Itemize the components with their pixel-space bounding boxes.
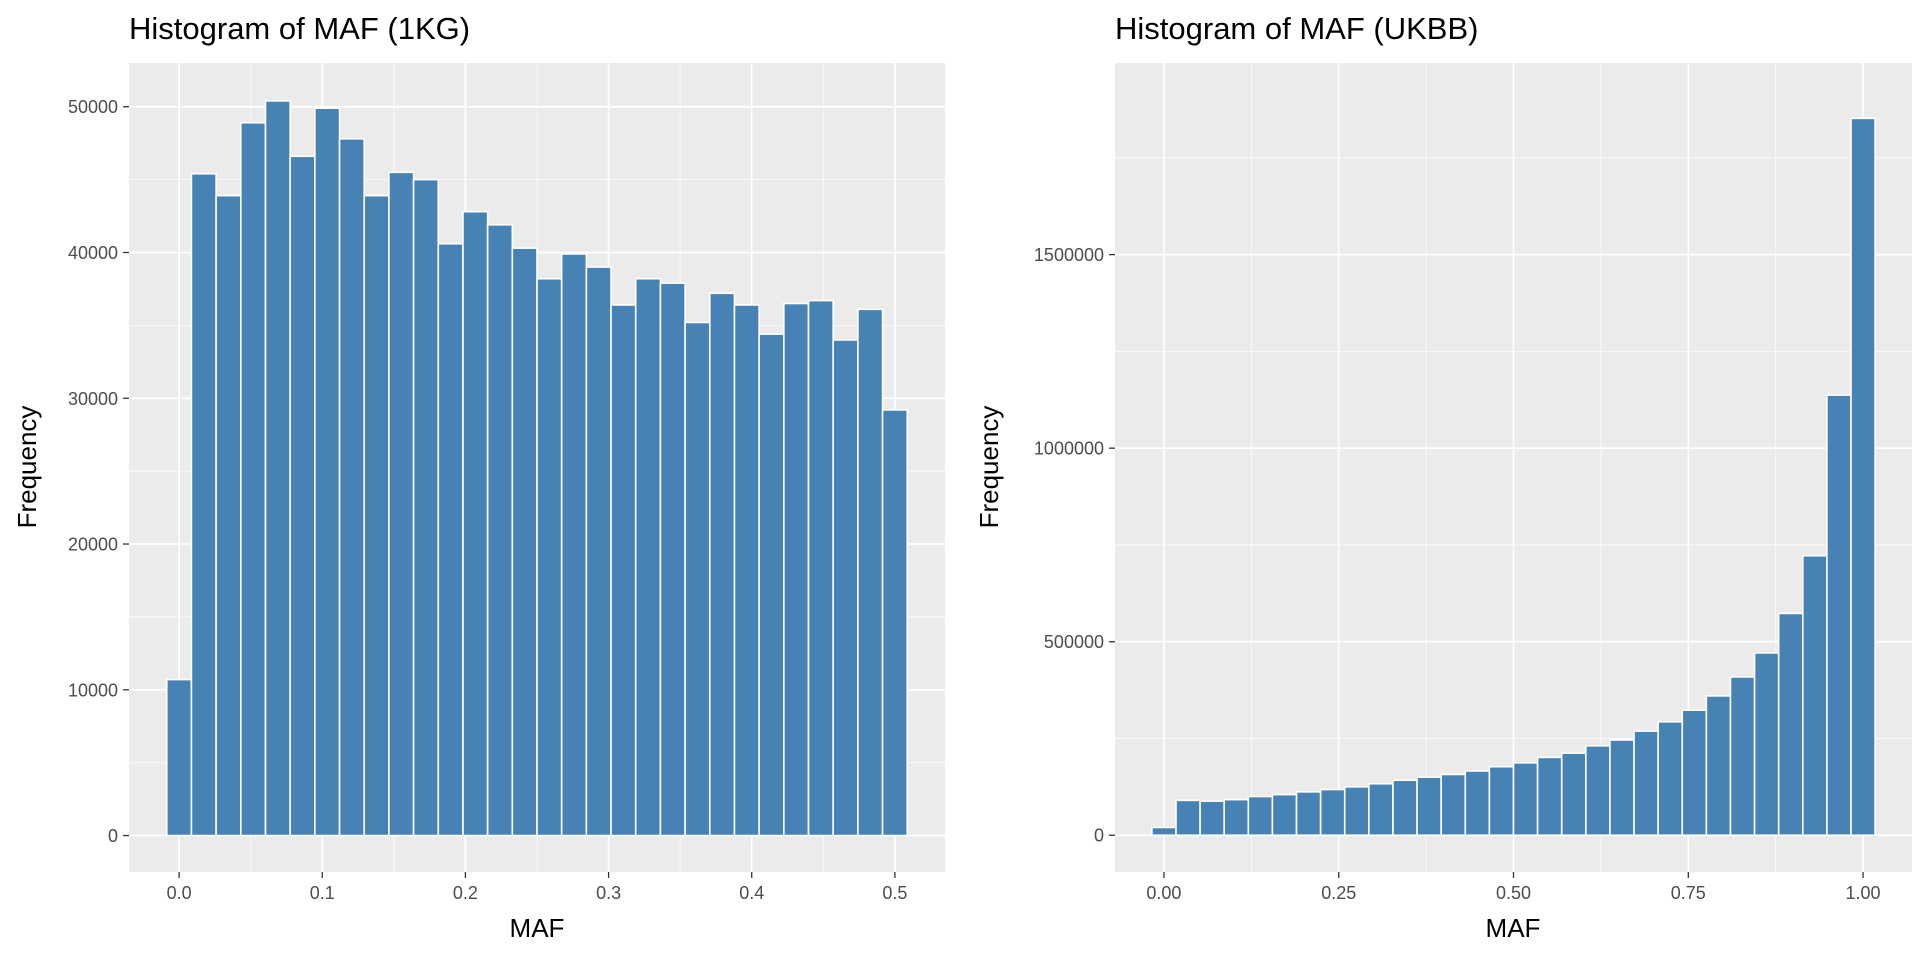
chart-1kg-x-tick-label-3: 0.3 <box>596 883 621 903</box>
chart-1kg-x-tick-label-1: 0.1 <box>310 883 335 903</box>
chart-ukbb-y-tick-label-1: 500000 <box>1044 632 1104 652</box>
chart-1kg-bar-10 <box>412 178 440 837</box>
chart-ukbb-bar-19 <box>1609 739 1635 837</box>
chart-ukbb-bar-18 <box>1585 745 1611 837</box>
chart-1kg-bar-12 <box>462 210 489 837</box>
chart-ukbb-title: Histogram of MAF (UKBB) <box>1115 11 1478 46</box>
chart-1kg-x-tick-label-4: 0.4 <box>739 883 764 903</box>
chart-1kg-bar-15 <box>536 277 563 837</box>
chart-1kg-x-tick-label-5: 0.5 <box>882 883 907 903</box>
chart-1kg-bar-5 <box>289 155 316 837</box>
chart-ukbb: Histogram of MAF (UKBB) 0.00 0.25 0.50 0.75… <box>974 11 1912 943</box>
chart-ukbb-x-axis-title: MAF <box>1486 913 1541 943</box>
chart-1kg-bar-0 <box>165 678 193 837</box>
chart-1kg-bar-6 <box>314 107 341 837</box>
chart-ukbb-x-tick-label-3: 0.75 <box>1671 883 1706 903</box>
chart-ukbb-bar-3 <box>1223 798 1250 837</box>
chart-ukbb-bars <box>1151 117 1876 837</box>
chart-1kg-bar-18 <box>610 304 637 837</box>
chart-1kg-bar-22 <box>708 292 736 837</box>
chart-ukbb-bar-29 <box>1850 117 1876 837</box>
chart-ukbb-y-axis: 0 500000 1000000 1500000 <box>1034 245 1115 846</box>
chart-1kg-bar-7 <box>338 137 366 837</box>
chart-1kg-bar-9 <box>388 171 415 837</box>
chart-ukbb-x-tick-label-0: 0.00 <box>1146 883 1181 903</box>
chart-ukbb-bar-14 <box>1488 765 1515 837</box>
chart-ukbb-bar-21 <box>1657 721 1684 837</box>
chart-1kg-x-tick-label-2: 0.2 <box>453 883 478 903</box>
chart-1kg-bar-29 <box>881 409 909 837</box>
chart-ukbb-bar-4 <box>1247 795 1274 837</box>
chart-1kg-bar-16 <box>560 253 588 837</box>
chart-ukbb-bar-2 <box>1199 800 1226 837</box>
chart-ukbb-bar-9 <box>1368 782 1394 837</box>
chart-ukbb-bar-13 <box>1464 770 1491 837</box>
chart-1kg-bar-28 <box>857 308 884 837</box>
chart-ukbb-bar-20 <box>1633 730 1659 837</box>
chart-1kg-bar-23 <box>733 304 760 837</box>
chart-ukbb-bar-8 <box>1343 786 1370 837</box>
chart-1kg-bar-3 <box>240 121 267 837</box>
chart-ukbb-x-tick-label-2: 0.50 <box>1496 883 1531 903</box>
chart-ukbb-bar-15 <box>1512 762 1539 837</box>
chart-1kg-bar-4 <box>264 100 291 837</box>
chart-ukbb-bar-1 <box>1175 799 1201 837</box>
chart-1kg-bars <box>165 100 909 837</box>
chart-ukbb-y-tick-label-0: 0 <box>1094 826 1104 846</box>
chart-1kg: Histogram of MAF (1KG) 0.0 0.1 0.2 0.3 0.4 0.… <box>12 11 945 943</box>
chart-ukbb-bar-10 <box>1392 779 1418 837</box>
chart-1kg-title: Histogram of MAF (1KG) <box>129 11 470 46</box>
chart-1kg-y-tick-label-2: 20000 <box>68 535 118 555</box>
chart-1kg-bar-13 <box>486 224 514 837</box>
chart-ukbb-bar-7 <box>1319 788 1346 837</box>
chart-1kg-bar-20 <box>659 282 686 837</box>
chart-ukbb-y-axis-title: Frequency <box>974 406 1004 529</box>
chart-ukbb-bar-12 <box>1440 773 1467 837</box>
chart-ukbb-y-tick-label-3: 1500000 <box>1034 245 1104 265</box>
chart-ukbb-bar-24 <box>1729 676 1756 837</box>
chart-1kg-bar-26 <box>807 299 834 837</box>
chart-1kg-y-tick-label-3: 30000 <box>68 389 118 409</box>
chart-ukbb-bar-23 <box>1705 695 1732 837</box>
chart-1kg-y-tick-label-4: 40000 <box>68 243 118 263</box>
chart-ukbb-bar-26 <box>1777 612 1804 837</box>
chart-1kg-x-axis: 0.0 0.1 0.2 0.3 0.4 0.5 <box>167 872 907 903</box>
chart-1kg-y-tick-label-1: 10000 <box>68 680 118 700</box>
chart-1kg-bar-1 <box>190 172 217 837</box>
chart-1kg-bar-8 <box>363 194 390 837</box>
chart-ukbb-y-tick-label-2: 1000000 <box>1034 439 1104 459</box>
chart-ukbb-bar-28 <box>1826 394 1852 837</box>
chart-1kg-bar-21 <box>684 321 711 837</box>
chart-1kg-bar-14 <box>511 247 538 837</box>
chart-ukbb-x-tick-label-1: 0.25 <box>1321 883 1356 903</box>
chart-1kg-bar-25 <box>783 302 810 837</box>
chart-ukbb-bar-27 <box>1801 554 1828 837</box>
chart-ukbb-bar-25 <box>1753 652 1780 837</box>
chart-1kg-bar-2 <box>215 194 242 837</box>
chart-1kg-x-axis-title: MAF <box>510 913 565 943</box>
chart-1kg-bar-24 <box>758 333 785 837</box>
chart-ukbb-bar-22 <box>1681 709 1708 837</box>
chart-ukbb-bar-0 <box>1151 826 1177 837</box>
chart-1kg-y-axis: 0 10000 20000 30000 40000 50000 <box>68 97 129 846</box>
chart-1kg-y-tick-label-5: 50000 <box>68 97 118 117</box>
chart-1kg-y-axis-title: Frequency <box>12 406 42 529</box>
chart-ukbb-x-axis: 0.00 0.25 0.50 0.75 1.00 <box>1146 872 1881 903</box>
chart-ukbb-bar-17 <box>1560 752 1587 837</box>
chart-1kg-bar-19 <box>634 277 662 837</box>
chart-ukbb-bar-6 <box>1295 791 1322 837</box>
chart-1kg-x-tick-label-0: 0.0 <box>167 883 192 903</box>
chart-ukbb-x-tick-label-4: 1.00 <box>1846 883 1881 903</box>
chart-ukbb-bar-16 <box>1536 756 1563 837</box>
chart-ukbb-bar-5 <box>1271 793 1298 837</box>
chart-1kg-y-tick-label-0: 0 <box>108 826 118 846</box>
chart-ukbb-bar-11 <box>1416 776 1442 837</box>
chart-1kg-bar-27 <box>832 339 859 837</box>
chart-1kg-bar-17 <box>585 266 612 837</box>
chart-1kg-bar-11 <box>437 242 464 837</box>
